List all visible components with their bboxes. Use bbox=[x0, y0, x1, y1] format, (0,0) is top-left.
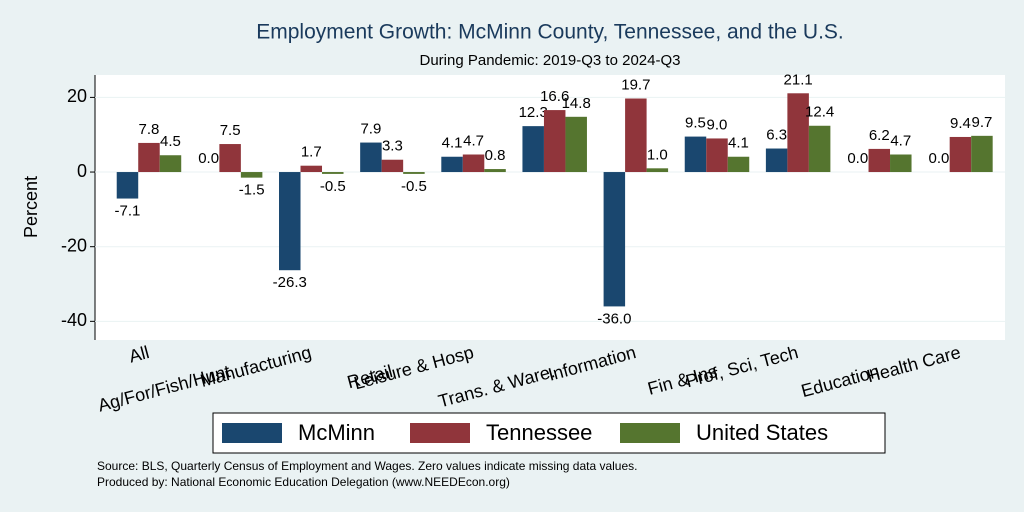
bar bbox=[322, 172, 344, 174]
legend-label: Tennessee bbox=[486, 420, 592, 445]
legend-label: United States bbox=[696, 420, 828, 445]
bar bbox=[727, 156, 750, 173]
value-label: 9.0 bbox=[707, 116, 728, 133]
bar bbox=[138, 142, 160, 173]
y-axis-title: Percent bbox=[21, 176, 41, 238]
bar bbox=[462, 154, 485, 173]
chart-subtitle: During Pandemic: 2019-Q3 to 2024-Q3 bbox=[420, 52, 681, 69]
bar bbox=[971, 135, 993, 173]
value-label: 14.8 bbox=[562, 95, 591, 112]
bar bbox=[603, 172, 626, 307]
bar bbox=[625, 98, 647, 173]
bar bbox=[543, 110, 566, 173]
value-label: 7.5 bbox=[220, 122, 241, 139]
value-label: 12.4 bbox=[805, 104, 834, 121]
bar bbox=[765, 148, 788, 173]
bar bbox=[279, 172, 301, 271]
bar bbox=[890, 154, 912, 173]
value-label: 4.1 bbox=[728, 135, 749, 152]
value-label: -26.3 bbox=[273, 274, 307, 291]
value-label: 6.3 bbox=[766, 126, 787, 143]
bar bbox=[360, 142, 382, 173]
note: Source: BLS, Quarterly Census of Employm… bbox=[97, 459, 637, 473]
bar bbox=[684, 136, 707, 173]
y-tick-label: 0 bbox=[77, 161, 87, 181]
bar bbox=[868, 148, 891, 173]
bar bbox=[646, 168, 669, 173]
value-label: 4.5 bbox=[160, 133, 181, 150]
value-label: 4.7 bbox=[463, 132, 484, 149]
bar bbox=[240, 172, 263, 178]
value-label: 16.6 bbox=[540, 88, 569, 105]
value-label: 1.7 bbox=[301, 144, 322, 161]
value-label: -7.1 bbox=[115, 203, 141, 220]
bar bbox=[808, 125, 831, 173]
bar bbox=[787, 93, 809, 173]
bar bbox=[484, 169, 506, 173]
value-label: -0.5 bbox=[401, 178, 427, 195]
value-label: 0.0 bbox=[198, 150, 219, 167]
value-label: 4.1 bbox=[442, 135, 463, 152]
value-label: -0.5 bbox=[320, 178, 346, 195]
bar bbox=[381, 159, 404, 173]
bar bbox=[441, 156, 463, 173]
bar bbox=[116, 172, 139, 199]
value-label: 0.0 bbox=[928, 150, 949, 167]
y-tick-label: 20 bbox=[67, 86, 87, 106]
value-label: 19.7 bbox=[621, 76, 650, 93]
value-label: 9.4 bbox=[950, 115, 971, 132]
value-label: 12.3 bbox=[519, 104, 548, 121]
legend bbox=[212, 412, 886, 454]
value-label: 3.3 bbox=[382, 138, 403, 155]
y-tick-label: -20 bbox=[61, 235, 87, 255]
legend-swatch bbox=[222, 423, 282, 443]
legend-swatch bbox=[620, 423, 680, 443]
bar bbox=[159, 155, 182, 173]
value-label: 9.7 bbox=[971, 114, 992, 131]
y-tick-label: -40 bbox=[61, 310, 87, 330]
value-label: 21.1 bbox=[784, 71, 813, 88]
value-label: 9.5 bbox=[685, 115, 706, 132]
value-label: -1.5 bbox=[239, 182, 265, 199]
value-label: 1.0 bbox=[647, 146, 668, 163]
value-label: 4.7 bbox=[890, 132, 911, 149]
bar bbox=[522, 126, 544, 173]
value-label: 7.9 bbox=[360, 121, 381, 138]
bar bbox=[219, 144, 241, 173]
value-label: 0.0 bbox=[847, 150, 868, 167]
chart-title: Employment Growth: McMinn County, Tennes… bbox=[256, 21, 844, 44]
value-label: -36.0 bbox=[597, 310, 631, 327]
bar bbox=[565, 116, 587, 173]
bar bbox=[949, 136, 972, 173]
value-label: 6.2 bbox=[869, 127, 890, 144]
bar bbox=[706, 138, 728, 173]
note: Produced by: National Economic Education… bbox=[97, 475, 510, 489]
value-label: 0.8 bbox=[485, 147, 506, 164]
legend-label: McMinn bbox=[298, 420, 375, 445]
bar bbox=[300, 165, 323, 173]
value-label: 7.8 bbox=[139, 121, 160, 138]
legend-swatch bbox=[410, 423, 470, 443]
bar bbox=[403, 172, 425, 174]
